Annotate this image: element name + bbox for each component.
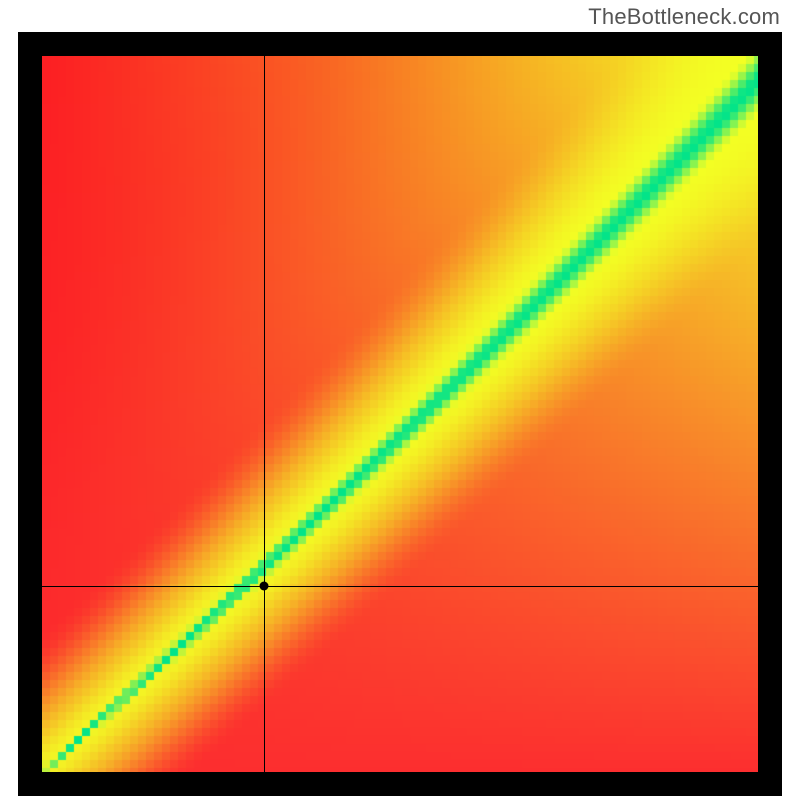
frame-right bbox=[758, 32, 782, 796]
crosshair-vertical bbox=[264, 56, 265, 772]
crosshair-horizontal bbox=[42, 586, 758, 587]
chart-root: TheBottleneck.com bbox=[0, 0, 800, 800]
frame-left bbox=[18, 32, 42, 796]
heatmap-area bbox=[42, 56, 758, 772]
heatmap-canvas bbox=[42, 56, 758, 772]
watermark-text: TheBottleneck.com bbox=[588, 4, 780, 30]
frame-bottom bbox=[18, 772, 782, 796]
crosshair-marker bbox=[260, 582, 269, 591]
frame-top bbox=[18, 32, 782, 56]
